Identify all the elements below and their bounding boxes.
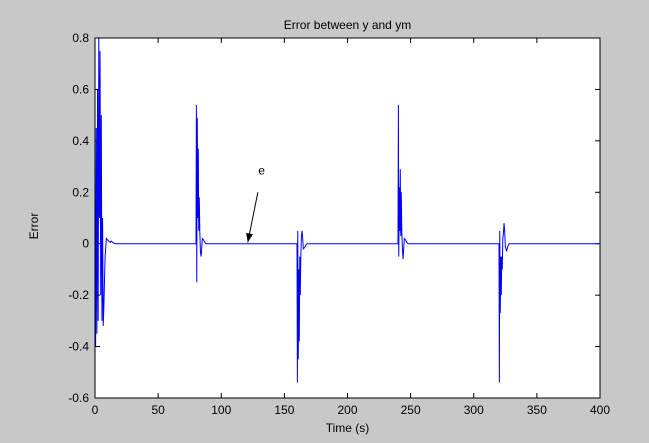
y-tick-labels: -0.6 -0.4 -0.2 0 0.2 0.4 0.6 0.8	[68, 31, 89, 405]
x-tick-label: 50	[151, 403, 165, 417]
axes-background	[95, 38, 600, 398]
x-tick-label: 250	[401, 403, 421, 417]
y-tick-label: -0.4	[68, 340, 89, 354]
y-tick-label: 0	[82, 237, 89, 251]
x-tick-label: 150	[274, 403, 294, 417]
x-axis-label: Time (s)	[326, 421, 370, 435]
y-tick-label: -0.6	[68, 391, 89, 405]
chart-title: Error between y and ym	[284, 18, 411, 32]
axes-frame	[94, 37, 601, 399]
x-tick-labels: 0 50 100 150 200 250 300 350 400	[92, 403, 611, 417]
x-tick-label: 0	[92, 403, 99, 417]
y-tick-label: 0.2	[72, 185, 89, 199]
y-axis-label: Error	[27, 213, 41, 240]
x-tick-label: 400	[590, 403, 610, 417]
x-tick-label: 100	[211, 403, 231, 417]
annotation-arrow-head	[246, 232, 253, 243]
y-tick-label: 0.8	[72, 31, 89, 45]
x-tick-label: 300	[464, 403, 484, 417]
y-tick-label: 0.6	[72, 82, 89, 96]
annotation-label: e	[258, 163, 265, 177]
y-tick-label: -0.2	[68, 288, 89, 302]
y-tick-label: 0.4	[72, 134, 89, 148]
x-tick-label: 200	[337, 403, 357, 417]
x-tick-label: 350	[527, 403, 547, 417]
annotation: e	[246, 163, 265, 243]
error-series-line	[94, 37, 600, 383]
